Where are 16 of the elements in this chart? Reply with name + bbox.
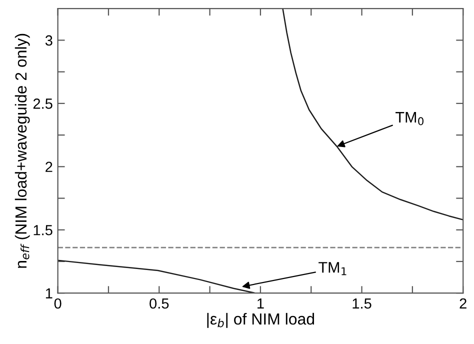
x-tick-label: 2	[460, 298, 466, 309]
y-tick-label: 1.5	[34, 225, 52, 236]
line-series	[282, 8, 464, 220]
y-axis-title: n$_{eff}$ (NIM load+waveguide 2 only)	[14, 34, 30, 268]
line-series	[58, 260, 256, 294]
y-tick-label: 3	[45, 35, 52, 46]
x-axis-title: |ε$_{b}$| of NIM load	[207, 312, 314, 328]
annotation: TM$_{1}$	[318, 262, 346, 276]
y-tick-label: 1	[46, 288, 52, 298]
y-tick-label: 2	[46, 162, 52, 172]
x-tick-label: 0.5	[150, 298, 169, 309]
y-tick-label: 2.5	[33, 98, 52, 109]
x-tick-label: 1.5	[352, 298, 372, 309]
x-tick-label: 1	[258, 298, 264, 309]
annotation: TM$_{0}$	[396, 112, 424, 126]
x-tick-label: 0	[54, 298, 62, 309]
